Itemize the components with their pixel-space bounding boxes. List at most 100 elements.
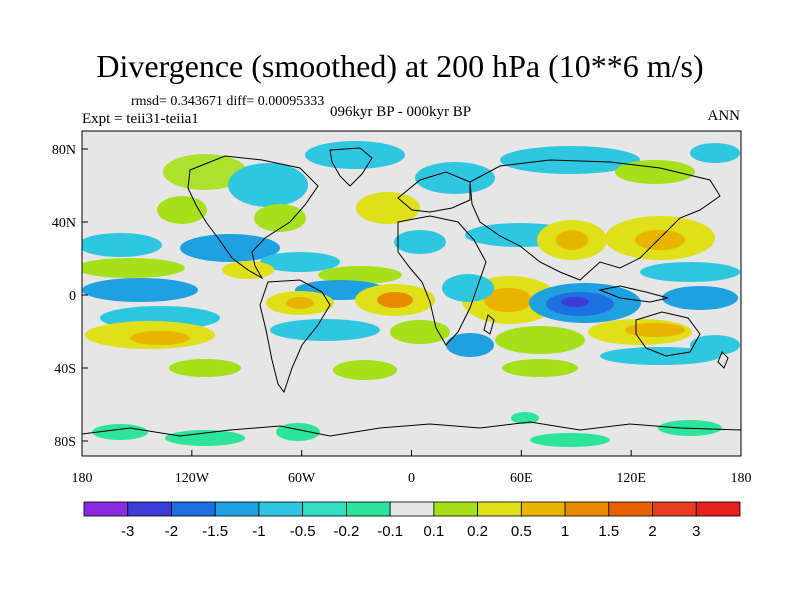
field-patch: [530, 433, 610, 447]
field-patch: [180, 234, 280, 262]
colorbar-swatch: [83, 501, 129, 517]
field-patch: [82, 258, 185, 278]
colorbar-label: -1.5: [202, 523, 228, 540]
y-tick-label: 80S: [54, 435, 76, 450]
x-tick-label: 60W: [288, 471, 316, 486]
field-patch: [600, 347, 720, 365]
x-tick-label: 120W: [175, 471, 210, 486]
x-tick-label: 180: [731, 471, 752, 486]
coast-north-america: [187, 155, 319, 280]
field-patch: [495, 326, 585, 354]
field-patch: [690, 143, 740, 163]
field-patch: [635, 230, 685, 250]
colorbar-swatch: [564, 501, 610, 517]
field-patch: [556, 230, 588, 250]
map-title: Divergence (smoothed) at 200 hPa (10**6 …: [96, 48, 704, 84]
field-patch: [511, 412, 539, 424]
field-patch: [165, 430, 245, 446]
colorbar-swatch: [389, 501, 435, 517]
field-patch: [254, 204, 306, 232]
colorbar-swatch: [608, 501, 653, 517]
colorbar-swatch: [345, 501, 391, 517]
colorbar-swatch: [302, 501, 347, 517]
y-tick-label: 40N: [52, 216, 76, 231]
field-patch: [415, 162, 495, 194]
stats-label: rmsd= 0.343671 diff= 0.00095333: [131, 94, 325, 109]
divergence-fields: [82, 141, 740, 447]
field-patch: [394, 230, 446, 254]
field-patch: [390, 320, 450, 344]
field-patch: [442, 274, 494, 302]
coast-new-zealand: [717, 351, 729, 369]
field-patch: [82, 278, 198, 302]
field-patch: [130, 331, 190, 345]
coast-africa: [397, 215, 487, 346]
field-patch: [169, 359, 241, 377]
map-panel: [82, 131, 741, 456]
field-patch: [276, 423, 320, 441]
field-patch: [82, 233, 162, 257]
field-patch: [446, 333, 494, 357]
x-tick-label: 180: [72, 471, 93, 486]
field-patch: [270, 319, 380, 341]
field-patch: [502, 359, 578, 377]
colorbar: -3 -2 -1.5 -1 -0.5 -0.2 -0.1 0.1 0.2 0.5 1 1.5 2 3: [83, 501, 741, 540]
colorbar-swatch: [171, 501, 216, 517]
field-patch: [228, 163, 308, 207]
colorbar-swatch: [258, 501, 304, 517]
field-patch: [92, 424, 148, 440]
colorbar-label: 0.1: [423, 523, 444, 540]
colorbar-swatch: [652, 501, 697, 517]
season-label: ANN: [707, 108, 741, 124]
colorbar-label: -2: [165, 523, 178, 540]
y-tick-label: 80N: [52, 143, 76, 158]
colorbar-label: 0.5: [511, 523, 532, 540]
colorbar-label: 1: [561, 523, 569, 540]
field-patch: [305, 141, 405, 169]
coast-madagascar: [483, 314, 495, 335]
colorbar-label: -0.5: [290, 523, 316, 540]
colorbar-label: 2: [648, 523, 656, 540]
y-tick-label: 40S: [54, 362, 76, 377]
coast-asia: [469, 159, 721, 281]
coast-greenland: [329, 147, 373, 187]
colorbar-label: -0.2: [333, 523, 359, 540]
field-patch: [260, 252, 340, 272]
field-patch: [615, 160, 695, 184]
field-patch: [500, 146, 640, 174]
colorbar-label: 3: [692, 523, 700, 540]
colorbar-label: -1: [252, 523, 265, 540]
field-patch: [662, 286, 738, 310]
field-patch: [356, 192, 420, 224]
field-patch: [318, 266, 402, 284]
coast-south-america: [259, 279, 331, 394]
coast-europe: [397, 171, 471, 213]
colorbar-swatch: [695, 501, 741, 517]
field-patch: [484, 288, 532, 312]
colorbar-label: 1.5: [598, 523, 619, 540]
field-patch: [561, 297, 589, 307]
axis-ticks: 180 120W 60W 0 60E 120E 180 80N 40N 0 40S 80S: [52, 143, 752, 486]
colorbar-label: 0.2: [467, 523, 488, 540]
colorbar-label: -3: [121, 523, 134, 540]
coastlines: [82, 147, 741, 437]
x-tick-label: 60E: [510, 471, 533, 486]
field-patch: [163, 154, 247, 190]
y-tick-label: 0: [69, 289, 76, 304]
coast-indonesia: [598, 285, 669, 303]
colorbar-label: -0.1: [377, 523, 403, 540]
field-patch: [377, 292, 413, 308]
x-tick-label: 120E: [616, 471, 646, 486]
field-patch: [625, 323, 685, 337]
colorbar-swatch: [127, 501, 172, 517]
field-patch: [640, 262, 740, 282]
colorbar-swatch: [214, 501, 260, 517]
x-tick-label: 0: [408, 471, 415, 486]
colorbar-swatch: [477, 501, 522, 517]
experiment-label: Expt = teii31-teiia1: [82, 111, 199, 127]
colorbar-swatch: [520, 501, 566, 517]
field-patch: [333, 360, 397, 380]
field-patch: [157, 196, 207, 224]
colorbar-swatch: [433, 501, 479, 517]
